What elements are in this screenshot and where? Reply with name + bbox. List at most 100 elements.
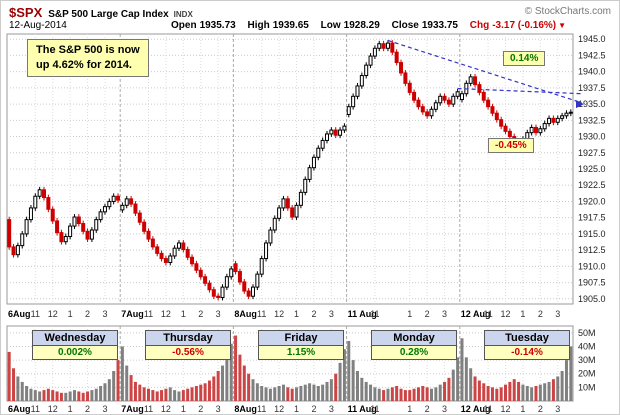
quote-line: Open 1935.73 High 1939.65 Low 1928.29 Close…	[171, 20, 566, 31]
open-value: 1935.73	[199, 20, 236, 31]
svg-text:3: 3	[329, 309, 334, 319]
svg-text:1917.5: 1917.5	[578, 213, 606, 223]
svg-text:12: 12	[48, 309, 58, 319]
svg-text:1: 1	[520, 404, 525, 414]
day-summary-box: Monday 0.28%	[371, 330, 457, 360]
svg-text:10M: 10M	[578, 382, 596, 392]
day-change-pct: -0.14%	[485, 346, 569, 359]
weekday-label: Wednesday	[33, 331, 117, 346]
symbol-name: S&P 500 Large Cap Index	[48, 9, 169, 20]
svg-text:2: 2	[85, 404, 90, 414]
svg-text:1930.0: 1930.0	[578, 132, 606, 142]
svg-text:40M: 40M	[578, 341, 596, 351]
day-change-pct: 1.15%	[259, 346, 343, 359]
chart-header: $SPX S&P 500 Large Cap Index INDX	[9, 4, 193, 22]
svg-text:1922.5: 1922.5	[578, 180, 606, 190]
low-value: 1928.29	[343, 20, 380, 31]
weekday-label: Thursday	[146, 331, 230, 346]
day-summary-box: Friday 1.15%	[258, 330, 344, 360]
day-change-pct: 0.002%	[33, 346, 117, 359]
svg-text:2: 2	[538, 404, 543, 414]
chg-label: Chg	[469, 20, 490, 31]
svg-text:7Aug: 7Aug	[121, 309, 144, 319]
svg-text:11 Aug: 11 Aug	[348, 309, 377, 319]
svg-text:1920.0: 1920.0	[578, 196, 606, 206]
svg-text:1907.5: 1907.5	[578, 278, 606, 288]
svg-text:50M: 50M	[578, 328, 596, 338]
day-change-pct: -0.56%	[146, 346, 230, 359]
svg-text:12 Aug: 12 Aug	[461, 404, 491, 414]
svg-text:1: 1	[294, 309, 299, 319]
svg-text:12: 12	[161, 404, 171, 414]
weekday-label: Monday	[372, 331, 456, 346]
svg-text:1937.5: 1937.5	[578, 83, 606, 93]
svg-text:8Aug: 8Aug	[234, 404, 257, 414]
svg-text:20M: 20M	[578, 369, 596, 379]
svg-text:3: 3	[555, 404, 560, 414]
svg-text:2: 2	[311, 404, 316, 414]
svg-text:6Aug: 6Aug	[8, 404, 31, 414]
day-summary-box: Tuesday -0.14%	[484, 330, 570, 360]
svg-text:2: 2	[311, 309, 316, 319]
svg-text:3: 3	[216, 309, 221, 319]
svg-text:1910.0: 1910.0	[578, 261, 606, 271]
svg-text:2: 2	[538, 309, 543, 319]
svg-text:11: 11	[257, 309, 266, 319]
svg-text:3: 3	[442, 309, 447, 319]
symbol-label: $SPX	[9, 5, 43, 20]
svg-text:12: 12	[48, 404, 58, 414]
svg-text:1927.5: 1927.5	[578, 148, 606, 158]
svg-text:3: 3	[555, 309, 560, 319]
high-label: High	[247, 20, 270, 31]
down-triangle-icon: ▼	[558, 21, 567, 30]
svg-text:1935.0: 1935.0	[578, 99, 606, 109]
svg-text:11: 11	[144, 309, 153, 319]
svg-text:7Aug: 7Aug	[121, 404, 144, 414]
open-label: Open	[171, 20, 197, 31]
svg-text:8Aug: 8Aug	[234, 309, 257, 319]
annotation-lower-pct: -0.45%	[488, 138, 534, 153]
svg-text:11: 11	[483, 404, 492, 414]
svg-text:1940.0: 1940.0	[578, 67, 606, 77]
svg-text:1: 1	[520, 309, 525, 319]
svg-text:3: 3	[442, 404, 447, 414]
day-change-pct: 0.28%	[372, 346, 456, 359]
svg-text:12: 12	[501, 404, 511, 414]
svg-text:3: 3	[102, 309, 107, 319]
svg-text:3: 3	[216, 404, 221, 414]
svg-text:1: 1	[68, 404, 73, 414]
svg-text:12: 12	[161, 309, 171, 319]
svg-text:11: 11	[370, 404, 379, 414]
note-line-2: up 4.62% for 2014.	[36, 58, 132, 71]
svg-text:1: 1	[407, 404, 412, 414]
svg-text:1: 1	[294, 404, 299, 414]
svg-text:2: 2	[198, 309, 203, 319]
svg-text:11: 11	[31, 404, 40, 414]
svg-text:12: 12	[274, 404, 284, 414]
svg-text:1: 1	[181, 309, 186, 319]
svg-text:11 Aug: 11 Aug	[348, 404, 377, 414]
svg-text:1: 1	[407, 309, 412, 319]
annotation-upper-pct: 0.14%	[503, 51, 546, 66]
svg-text:12: 12	[501, 309, 511, 319]
svg-text:2: 2	[425, 309, 430, 319]
low-label: Low	[320, 20, 341, 31]
svg-text:1: 1	[68, 309, 73, 319]
svg-text:12 Aug: 12 Aug	[461, 309, 491, 319]
svg-text:11: 11	[31, 309, 40, 319]
high-value: 1939.65	[272, 20, 309, 31]
svg-text:11: 11	[257, 404, 266, 414]
svg-text:30M: 30M	[578, 355, 596, 365]
svg-text:2: 2	[425, 404, 430, 414]
svg-text:1945.0: 1945.0	[578, 34, 606, 44]
chg-value: -3.17 (-0.16%)	[492, 20, 557, 31]
exchange-label: INDX	[173, 10, 193, 19]
svg-text:12: 12	[274, 309, 284, 319]
svg-text:1942.5: 1942.5	[578, 50, 606, 60]
svg-text:11: 11	[144, 404, 153, 414]
svg-text:11: 11	[483, 309, 492, 319]
svg-text:3: 3	[329, 404, 334, 414]
stockcharts-credit: © StockCharts.com	[524, 6, 611, 17]
